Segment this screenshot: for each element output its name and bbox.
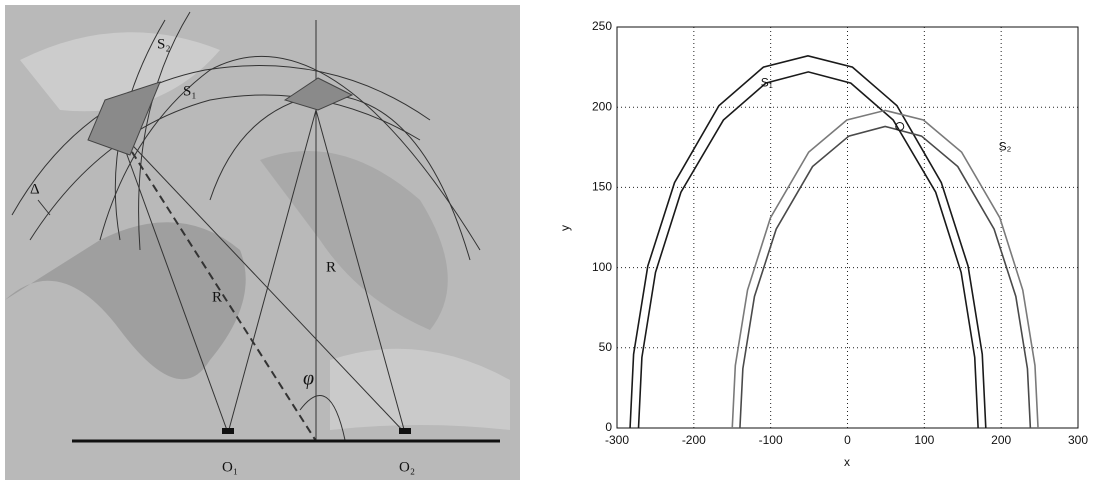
y-tick-label: 0	[605, 420, 612, 434]
angle-arc	[299, 395, 346, 441]
y-tick-label: 200	[592, 99, 612, 113]
y-axis-label: y	[558, 225, 572, 231]
label: S₁	[183, 83, 197, 99]
dashed-ray	[117, 129, 317, 442]
y-tick-label: 100	[592, 260, 612, 274]
label: R	[212, 289, 222, 305]
curve	[731, 109, 1039, 429]
label: Δ	[30, 181, 40, 197]
y-tick-label: 50	[599, 340, 613, 354]
curve-label: S₂	[999, 139, 1012, 153]
y-tick-label: 150	[592, 180, 612, 194]
ray	[117, 129, 229, 434]
x-tick-label: -100	[759, 433, 783, 447]
curve	[739, 125, 1032, 429]
map-texture	[5, 222, 246, 380]
cell	[87, 81, 161, 156]
x-tick-label: 200	[991, 433, 1011, 447]
plot-frame	[616, 26, 1079, 429]
label: S₂	[157, 36, 171, 52]
chart: x y -300 -200 -100 0 100 200 300 0 50 100 150 200 25…	[558, 19, 1088, 469]
map-texture	[260, 151, 448, 330]
ray	[315, 109, 406, 434]
ray	[117, 129, 406, 434]
arc	[99, 55, 481, 251]
ray	[227, 109, 317, 434]
intersection-marker	[895, 121, 905, 131]
curve	[637, 71, 979, 429]
x-axis-label: x	[844, 455, 850, 469]
x-tick-label: 100	[914, 433, 934, 447]
x-tick-label: 300	[1068, 433, 1088, 447]
diagram-lines	[11, 11, 481, 442]
label: O₂	[399, 459, 415, 475]
cell	[283, 77, 354, 111]
map-texture	[20, 32, 220, 112]
x-tick-label: 0	[844, 433, 851, 447]
diagram: S₂ S₁ Δ R R φ O₁ O₂	[5, 5, 520, 480]
label: R	[326, 259, 336, 275]
arc	[11, 65, 431, 216]
delta-mark	[37, 199, 51, 216]
label: O₁	[222, 459, 238, 475]
curve	[629, 55, 987, 429]
y-tick-label: 250	[592, 19, 612, 33]
curve-label: S₁	[761, 75, 773, 89]
map-texture	[330, 348, 510, 430]
label: φ	[303, 368, 314, 390]
arc	[138, 11, 191, 251]
x-tick-label: -200	[682, 433, 706, 447]
station	[399, 428, 411, 434]
arc	[29, 94, 421, 241]
station	[222, 428, 234, 434]
x-tick-label: -300	[605, 433, 629, 447]
